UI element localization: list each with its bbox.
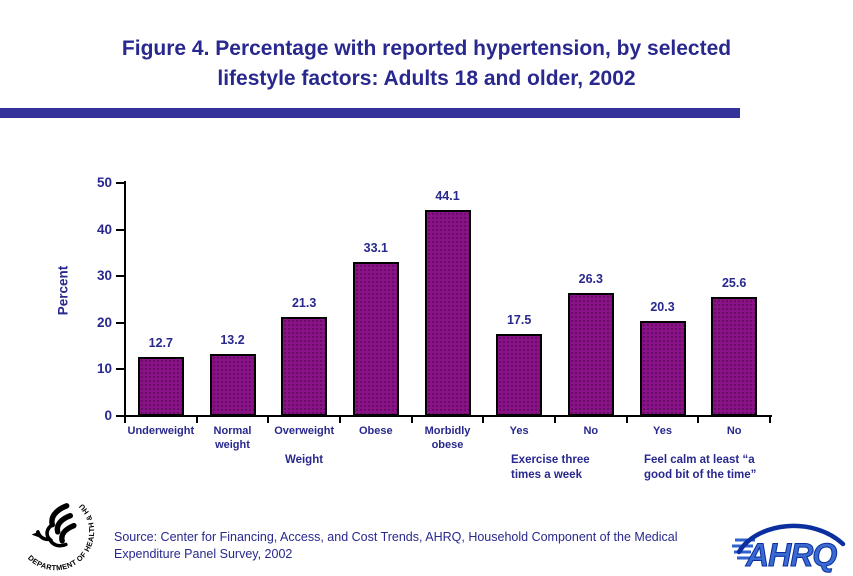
- x-tick-mark: [410, 417, 413, 423]
- hhs-eagle-icon: [36, 503, 77, 548]
- x-tick-label: Obese: [359, 425, 393, 437]
- x-tick-label: Overweight: [274, 425, 335, 437]
- x-tick-label: No: [726, 425, 742, 437]
- x-tick-mark: [124, 417, 126, 423]
- page-title: Figure 4. Percentage with reported hyper…: [121, 37, 732, 90]
- bar-value-label: 20.3: [650, 300, 675, 315]
- y-tick-label: 30: [96, 268, 112, 284]
- y-tick-mark: [116, 228, 124, 231]
- x-tick-label: Yes: [509, 425, 529, 437]
- y-tick-mark: [116, 321, 124, 324]
- bar: [209, 354, 256, 416]
- source-citation: Source: Center for Financing, Access, an…: [114, 530, 678, 561]
- x-tick-label: Normal weight: [213, 425, 252, 451]
- bar-value-label: 44.1: [435, 189, 460, 204]
- x-tick-mark: [625, 417, 628, 423]
- x-axis-line: [124, 415, 772, 417]
- y-tick-label: 20: [96, 314, 112, 330]
- bar-value-label: 17.5: [506, 313, 532, 328]
- x-tick-mark: [482, 417, 485, 423]
- bar: [424, 210, 471, 416]
- bar: [639, 321, 686, 416]
- bar-value-label: 21.3: [291, 295, 317, 310]
- y-tick-label: 50: [96, 175, 112, 190]
- hhs-circle-text: DEPARTMENT OF HEALTH & HUMAN SERVICES • …: [7, 479, 96, 572]
- y-tick-label: 10: [96, 361, 112, 377]
- ahrq-arc: [736, 523, 846, 555]
- bar-value-label: 33.1: [363, 240, 388, 255]
- y-tick-mark: [116, 415, 124, 417]
- bar: [281, 316, 328, 416]
- y-tick-label: 40: [96, 221, 112, 237]
- ahrq-logo: AHRQ: [729, 514, 849, 574]
- group-label-feel-calm: Feel calm at least “a good bit of the ti…: [644, 454, 757, 481]
- bar: [496, 334, 543, 416]
- x-tick-label: Underweight: [127, 425, 195, 437]
- title-divider-bar: [0, 108, 740, 118]
- x-tick-label: No: [583, 425, 599, 437]
- x-tick-label: Yes: [653, 425, 672, 437]
- bar-value-label: 26.3: [578, 272, 603, 287]
- x-tick-mark: [339, 417, 341, 423]
- y-axis-label: Percent: [55, 265, 71, 316]
- bar: [137, 356, 184, 416]
- ahrq-wordmark: AHRQ: [745, 537, 837, 573]
- group-label-weight: Weight: [284, 454, 324, 466]
- group-label-exercise: Exercise three times a week: [511, 454, 590, 481]
- y-tick-label: 0: [104, 408, 112, 423]
- bar-value-label: 12.7: [148, 335, 173, 350]
- x-tick-mark: [554, 417, 556, 423]
- bar: [567, 293, 614, 416]
- y-tick-mark: [116, 182, 124, 184]
- bar: [352, 261, 399, 416]
- hhs-eagle-beak: [31, 531, 39, 538]
- x-tick-mark: [267, 417, 270, 423]
- hhs-logo: DEPARTMENT OF HEALTH & HUMAN SERVICES • …: [7, 479, 100, 576]
- y-tick-mark: [116, 368, 124, 371]
- x-tick-label: Morbidly obese: [424, 425, 471, 451]
- bar-value-label: 13.2: [220, 333, 245, 348]
- x-tick-mark: [697, 417, 700, 423]
- x-tick-mark: [769, 417, 771, 423]
- x-tick-mark: [195, 417, 198, 423]
- bar-value-label: 25.6: [721, 275, 747, 290]
- svg-text:DEPARTMENT OF HEALTH & HUMAN S: DEPARTMENT OF HEALTH & HUMAN SERVICES • …: [10, 486, 96, 572]
- y-axis-line: [124, 181, 126, 417]
- bar: [711, 296, 758, 416]
- y-tick-mark: [116, 275, 124, 278]
